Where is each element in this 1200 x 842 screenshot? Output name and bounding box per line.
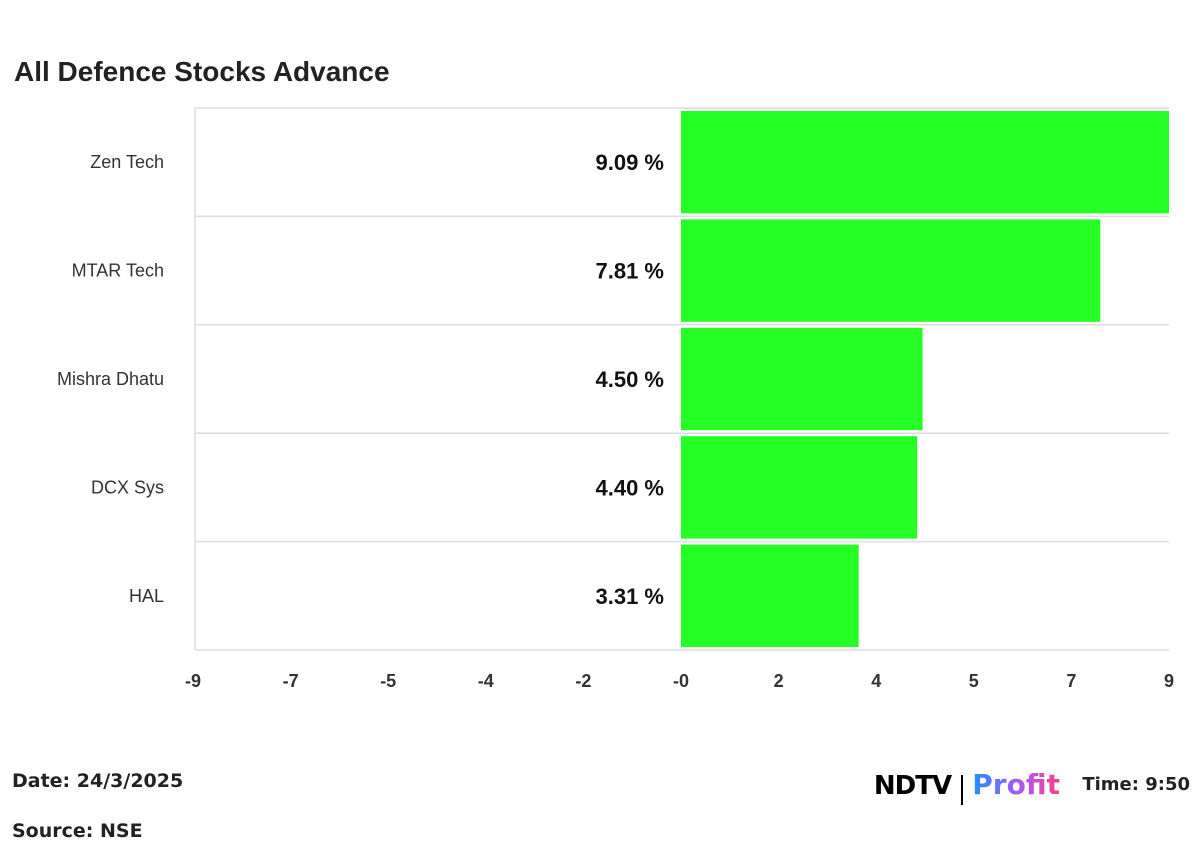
logo-profit: Profit — [972, 768, 1060, 801]
x-tick-label: 2 — [774, 671, 784, 691]
category-label: MTAR Tech — [72, 261, 164, 281]
data-label: 7.81 % — [596, 259, 665, 284]
data-label: 4.40 % — [596, 475, 665, 500]
x-tick-label: 5 — [969, 671, 979, 691]
category-label: DCX Sys — [91, 477, 164, 497]
x-tick-label: -5 — [380, 671, 396, 691]
data-label: 4.50 % — [596, 367, 665, 392]
bar — [681, 327, 923, 431]
category-label: Zen Tech — [90, 152, 164, 172]
x-tick-label: -9 — [185, 671, 201, 691]
data-label: 3.31 % — [596, 584, 665, 609]
data-label: 9.09 % — [596, 150, 665, 175]
x-tick-label: -0 — [673, 671, 689, 691]
x-tick-label: -4 — [478, 671, 494, 691]
bar — [681, 219, 1101, 322]
category-label: Mishra Dhatu — [57, 369, 164, 389]
logo-divider — [960, 774, 963, 805]
x-tick-label: -7 — [283, 671, 299, 691]
chart-title: All Defence Stocks Advance — [14, 56, 390, 87]
date-label: Date: 24/3/2025 — [12, 770, 184, 792]
bar — [681, 436, 918, 539]
x-tick-label: -2 — [575, 671, 591, 691]
source-label: Source: NSE — [12, 820, 143, 842]
ndtv-profit-logo: NDTV Profit — [873, 768, 1060, 805]
bar-chart: Zen Tech 9.09 % MTAR Tech 7.81 % Mishra Dhat… — [57, 107, 1174, 691]
time-label: Time: 9:50 — [1082, 774, 1190, 795]
bar — [681, 544, 859, 647]
logo-ndtv: NDTV — [873, 771, 952, 801]
bar — [681, 111, 1169, 214]
category-label: HAL — [129, 586, 164, 606]
x-tick-label: 4 — [871, 671, 881, 691]
x-tick-label: 7 — [1066, 671, 1076, 691]
x-tick-label: 9 — [1164, 671, 1174, 691]
